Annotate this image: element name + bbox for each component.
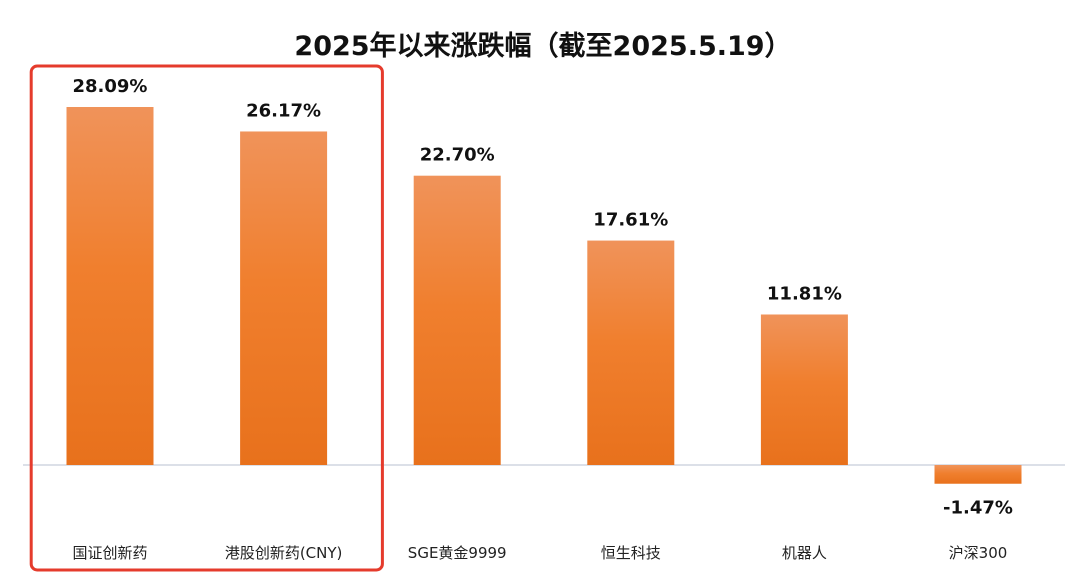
bar-2 xyxy=(413,175,501,465)
data-label-2: 22.70% xyxy=(420,145,495,166)
highlight-box xyxy=(29,64,384,572)
bars-group xyxy=(66,107,1022,484)
value-labels-group: 28.09% 26.17% 22.70% 17.61% 11.81% -1.47% xyxy=(73,76,1013,519)
category-label-2: SGE黄金9999 xyxy=(408,544,507,562)
bar-3 xyxy=(587,240,675,465)
bar-0 xyxy=(66,107,154,465)
category-label-1: 港股创新药(CNY) xyxy=(225,544,343,562)
category-label-4: 机器人 xyxy=(782,544,827,562)
data-label-4: 11.81% xyxy=(767,283,842,304)
bar-4 xyxy=(760,314,848,465)
data-label-3: 17.61% xyxy=(593,210,668,231)
category-labels-group: 国证创新药 港股创新药(CNY) SGE黄金9999 恒生科技 机器人 沪深300 xyxy=(72,544,1007,562)
category-label-0: 国证创新药 xyxy=(72,544,147,562)
category-label-3: 恒生科技 xyxy=(601,544,661,562)
bar-1 xyxy=(240,131,328,466)
data-label-5: -1.47% xyxy=(943,498,1013,519)
category-label-5: 沪深300 xyxy=(949,544,1008,562)
data-label-0: 28.09% xyxy=(73,76,148,97)
chart-title: 2025年以来涨跌幅（截至2025.5.19） xyxy=(294,30,791,62)
data-label-1: 26.17% xyxy=(246,100,321,121)
bar-5 xyxy=(934,465,1022,484)
